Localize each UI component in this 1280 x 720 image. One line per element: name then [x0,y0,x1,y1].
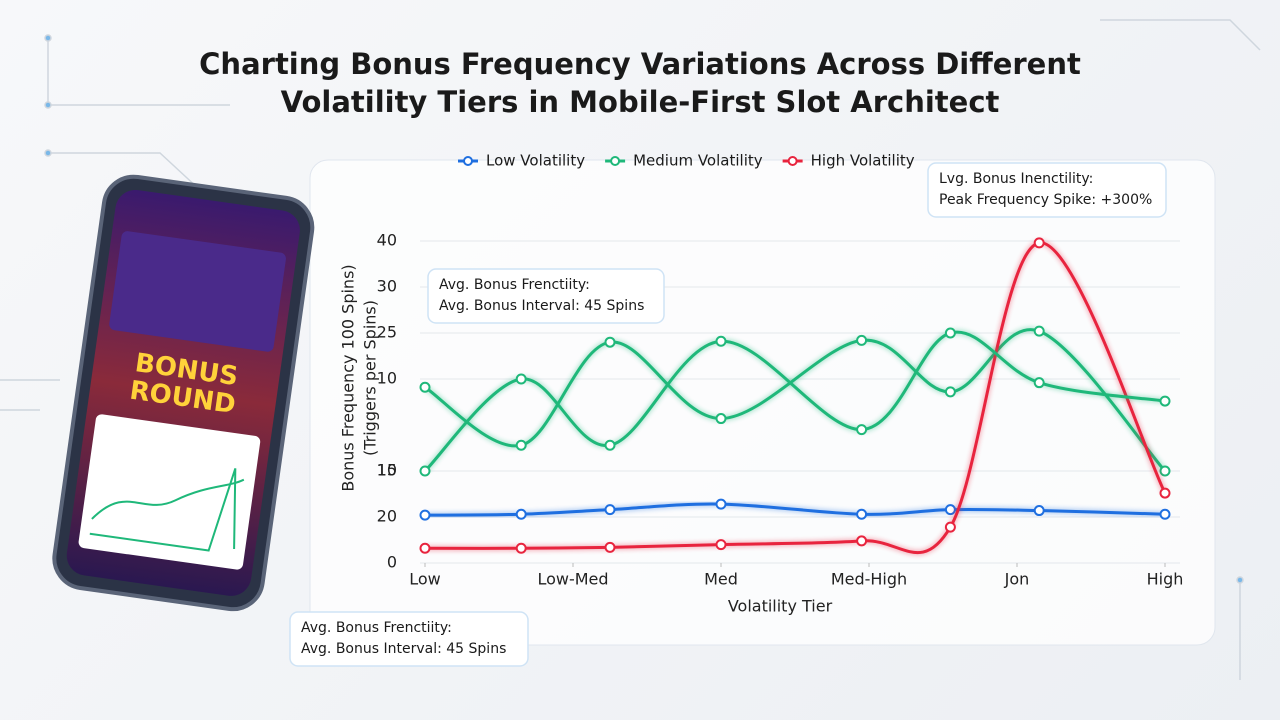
point [1033,377,1045,389]
x-axis-label: Volatility Tier [728,597,833,616]
point [419,542,431,554]
point [515,542,527,554]
y-tick-label: 0 [387,553,397,572]
annotation-box [927,162,1167,218]
point [1159,487,1171,499]
legend-label: Medium Volatility [633,152,763,170]
series-line [423,330,1166,473]
mini-lines [89,468,245,552]
annotation-box [427,268,665,324]
point [944,504,956,516]
point [1033,325,1045,337]
annotation-text: Peak Frequency Spike: +300% [939,192,1152,208]
point [715,539,727,551]
point [419,465,431,477]
y-tick-label: 10 [377,461,397,480]
series-line [424,241,1167,555]
x-tick-label: Low [409,570,441,589]
point [515,508,527,520]
point [1159,508,1171,520]
x-tick-label: Low-Med [537,570,608,589]
point [604,504,616,516]
y-axis-label: Bonus Frequency 100 Spins) [339,264,358,491]
point [1159,395,1171,407]
slot-reels [109,231,286,352]
y-tick-label: 15 [377,461,397,480]
y-tick-label: 30 [377,277,397,296]
point [515,439,527,451]
point [515,373,527,385]
point [604,336,616,348]
annotation-text: Avg. Bonus Interval: 45 Spins [439,298,644,314]
point [604,439,616,451]
point [944,386,956,398]
x-tick-label: Jon [1004,570,1030,589]
point [856,334,868,346]
point [856,535,868,547]
y-axis-label: (Triggers per Spins) [361,300,380,456]
y-tick-label: 25 [377,323,397,342]
legend-marker [610,156,621,166]
annotation-text: Avg. Bonus Frenctiity: [301,620,452,636]
title-line: Charting Bonus Frequency Variations Acro… [199,47,1081,81]
annotation-box [289,611,529,667]
annotation-text: Avg. Bonus Interval: 45 Spins [301,641,506,657]
point [715,413,727,425]
annotation-text: Lvg. Bonus Inenctility: [939,171,1093,187]
circuit-decor [0,19,1261,680]
title-line: Volatility Tiers in Mobile-First Slot Ar… [281,85,1000,119]
point [856,424,868,436]
point [944,521,956,533]
annotation-text: Avg. Bonus Frenctiity: [439,277,590,293]
point [715,498,727,510]
legend-label: High Volatility [811,152,915,170]
point [1033,237,1045,249]
x-tick-label: Med-High [831,570,907,589]
point [715,335,727,347]
point [604,541,616,553]
y-tick-label: 10 [377,369,397,388]
x-tick-label: Med [704,570,738,589]
y-tick-label: 20 [377,507,397,526]
point [856,508,868,520]
y-tick-label: 40 [377,231,397,250]
point [419,381,431,393]
point [944,327,956,339]
phone: BONUS ROUND [52,174,315,612]
legend-marker [787,156,798,166]
point [419,509,431,521]
point [1033,505,1045,517]
legend-label: Low Volatility [486,152,585,170]
legend-marker [463,156,473,166]
x-tick-label: High [1147,570,1184,589]
point [1159,465,1171,477]
